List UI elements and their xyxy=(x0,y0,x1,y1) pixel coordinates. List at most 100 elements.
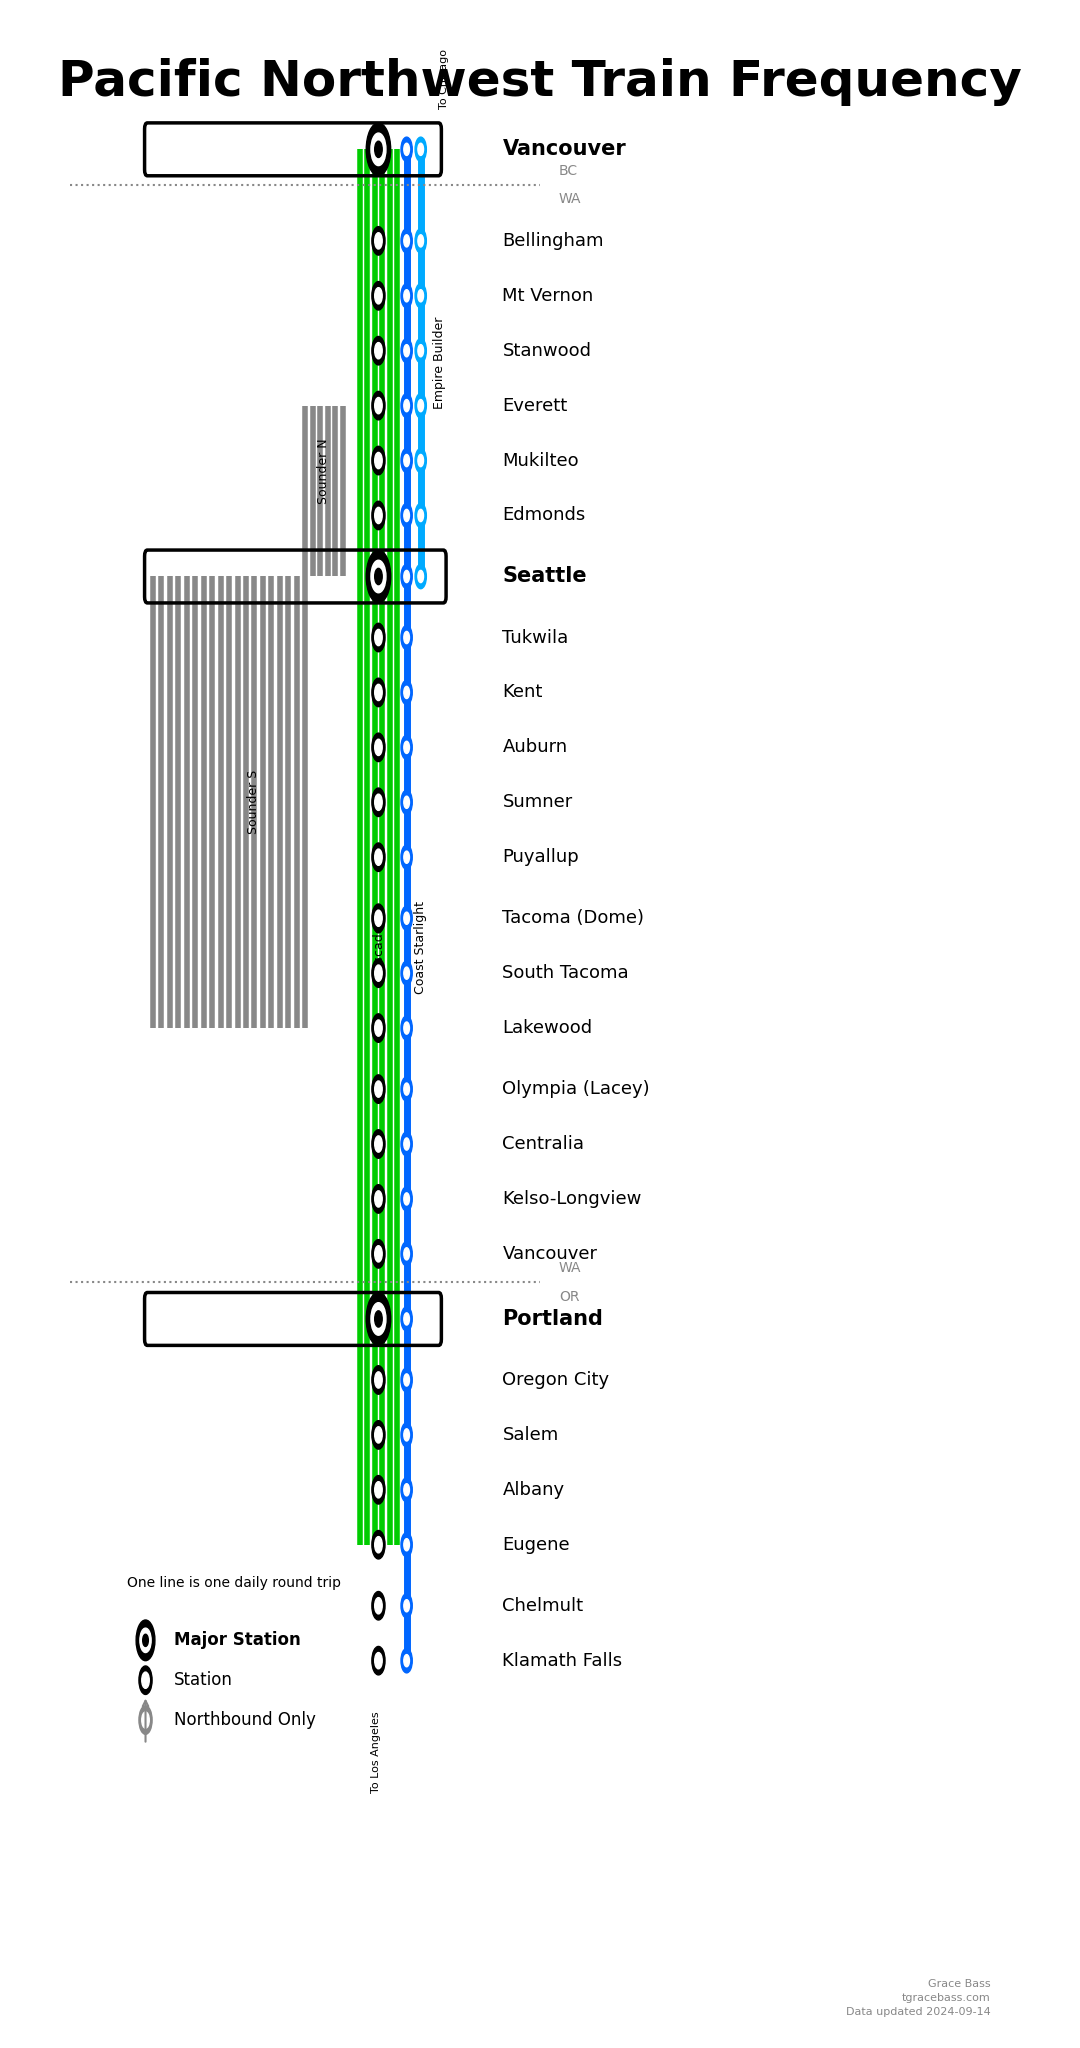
Text: Tukwila: Tukwila xyxy=(502,629,569,647)
Circle shape xyxy=(401,1368,413,1393)
Text: WA: WA xyxy=(558,193,581,207)
Circle shape xyxy=(401,1241,413,1266)
Circle shape xyxy=(404,631,409,643)
Circle shape xyxy=(401,961,413,985)
Circle shape xyxy=(372,446,386,475)
Circle shape xyxy=(404,236,409,248)
Circle shape xyxy=(372,733,386,762)
Circle shape xyxy=(401,1532,413,1556)
Text: Edmonds: Edmonds xyxy=(502,506,585,524)
Text: Vancouver: Vancouver xyxy=(502,1245,597,1264)
Text: Auburn: Auburn xyxy=(502,739,568,756)
Text: Klamath Falls: Klamath Falls xyxy=(502,1651,622,1669)
Text: Salem: Salem xyxy=(502,1425,558,1444)
Text: Mt Vernon: Mt Vernon xyxy=(502,287,594,305)
Circle shape xyxy=(404,1192,409,1204)
Text: Seattle: Seattle xyxy=(502,567,588,586)
Circle shape xyxy=(375,1372,382,1389)
Circle shape xyxy=(418,143,423,156)
Circle shape xyxy=(372,1239,386,1268)
Circle shape xyxy=(404,797,409,809)
Circle shape xyxy=(375,1311,382,1327)
Text: Stanwood: Stanwood xyxy=(502,342,592,360)
Circle shape xyxy=(372,1184,386,1212)
Circle shape xyxy=(404,1083,409,1096)
Circle shape xyxy=(375,629,382,645)
Text: Kelso-Longview: Kelso-Longview xyxy=(502,1190,642,1208)
Text: Eugene: Eugene xyxy=(502,1536,570,1554)
Circle shape xyxy=(401,1133,413,1157)
Circle shape xyxy=(401,625,413,649)
Text: Sounder S: Sounder S xyxy=(247,770,260,834)
Text: Northbound Only: Northbound Only xyxy=(174,1710,315,1729)
Text: Puyallup: Puyallup xyxy=(502,848,579,866)
Circle shape xyxy=(372,1475,386,1503)
Circle shape xyxy=(401,338,413,362)
Circle shape xyxy=(375,1081,382,1098)
Circle shape xyxy=(401,791,413,815)
Circle shape xyxy=(401,1186,413,1210)
Text: Chelmult: Chelmult xyxy=(502,1597,583,1614)
Circle shape xyxy=(401,1649,413,1673)
Circle shape xyxy=(372,281,386,309)
Circle shape xyxy=(418,571,423,582)
Text: Olympia (Lacey): Olympia (Lacey) xyxy=(502,1079,650,1098)
Circle shape xyxy=(375,233,382,250)
Circle shape xyxy=(375,684,382,700)
Circle shape xyxy=(418,455,423,467)
Text: Everett: Everett xyxy=(502,397,568,414)
Circle shape xyxy=(136,1620,154,1661)
Text: Centralia: Centralia xyxy=(502,1135,584,1153)
Text: Cascades: Cascades xyxy=(372,918,384,977)
Text: Tacoma (Dome): Tacoma (Dome) xyxy=(502,909,645,928)
Circle shape xyxy=(375,1481,382,1497)
Text: Major Station: Major Station xyxy=(174,1632,300,1649)
Circle shape xyxy=(375,850,382,866)
Circle shape xyxy=(375,1536,382,1552)
Circle shape xyxy=(418,236,423,248)
Text: Sumner: Sumner xyxy=(502,793,572,811)
Circle shape xyxy=(375,965,382,981)
Circle shape xyxy=(375,453,382,469)
Circle shape xyxy=(401,1477,413,1501)
Circle shape xyxy=(401,229,413,254)
Circle shape xyxy=(404,1599,409,1612)
Circle shape xyxy=(372,1366,386,1395)
Circle shape xyxy=(404,1139,409,1151)
Text: To Los Angeles: To Los Angeles xyxy=(370,1712,380,1794)
Circle shape xyxy=(375,795,382,811)
Circle shape xyxy=(404,967,409,979)
Circle shape xyxy=(401,137,413,162)
Text: Portland: Portland xyxy=(502,1309,604,1329)
Circle shape xyxy=(401,504,413,528)
Circle shape xyxy=(404,143,409,156)
Circle shape xyxy=(372,623,386,651)
Circle shape xyxy=(401,1593,413,1618)
Text: Oregon City: Oregon City xyxy=(502,1370,609,1389)
Text: Mukilteo: Mukilteo xyxy=(502,451,579,469)
Circle shape xyxy=(375,1020,382,1036)
Circle shape xyxy=(366,551,391,602)
Circle shape xyxy=(375,1190,382,1206)
Circle shape xyxy=(372,1075,386,1104)
Text: BC: BC xyxy=(558,164,578,178)
Circle shape xyxy=(418,510,423,522)
Text: Empire Builder: Empire Builder xyxy=(433,317,446,410)
Circle shape xyxy=(139,1706,152,1735)
Circle shape xyxy=(404,741,409,754)
Circle shape xyxy=(372,1130,386,1159)
Circle shape xyxy=(404,455,409,467)
Circle shape xyxy=(401,680,413,705)
Circle shape xyxy=(415,565,427,588)
Circle shape xyxy=(404,1430,409,1442)
Circle shape xyxy=(143,1634,148,1647)
Circle shape xyxy=(415,449,427,473)
Circle shape xyxy=(404,1538,409,1550)
Text: To Chicago: To Chicago xyxy=(440,49,449,109)
Circle shape xyxy=(404,510,409,522)
Circle shape xyxy=(418,344,423,356)
Text: Coast Starlight: Coast Starlight xyxy=(415,901,428,993)
Circle shape xyxy=(415,393,427,418)
Circle shape xyxy=(404,1374,409,1386)
Circle shape xyxy=(372,1530,386,1559)
